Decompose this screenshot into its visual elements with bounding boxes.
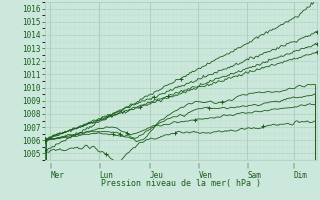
X-axis label: Pression niveau de la mer( hPa ): Pression niveau de la mer( hPa ) [101, 179, 261, 188]
Text: |: | [246, 163, 248, 168]
Text: |: | [98, 163, 100, 168]
Text: Lun: Lun [99, 171, 113, 180]
Text: |: | [293, 163, 295, 168]
Text: Jeu: Jeu [149, 171, 164, 180]
Text: |: | [49, 163, 51, 168]
Text: |: | [148, 163, 150, 168]
Text: Sam: Sam [247, 171, 261, 180]
Text: Mer: Mer [50, 171, 64, 180]
Text: |: | [197, 163, 199, 168]
Text: Dim: Dim [294, 171, 308, 180]
Text: Ven: Ven [198, 171, 212, 180]
